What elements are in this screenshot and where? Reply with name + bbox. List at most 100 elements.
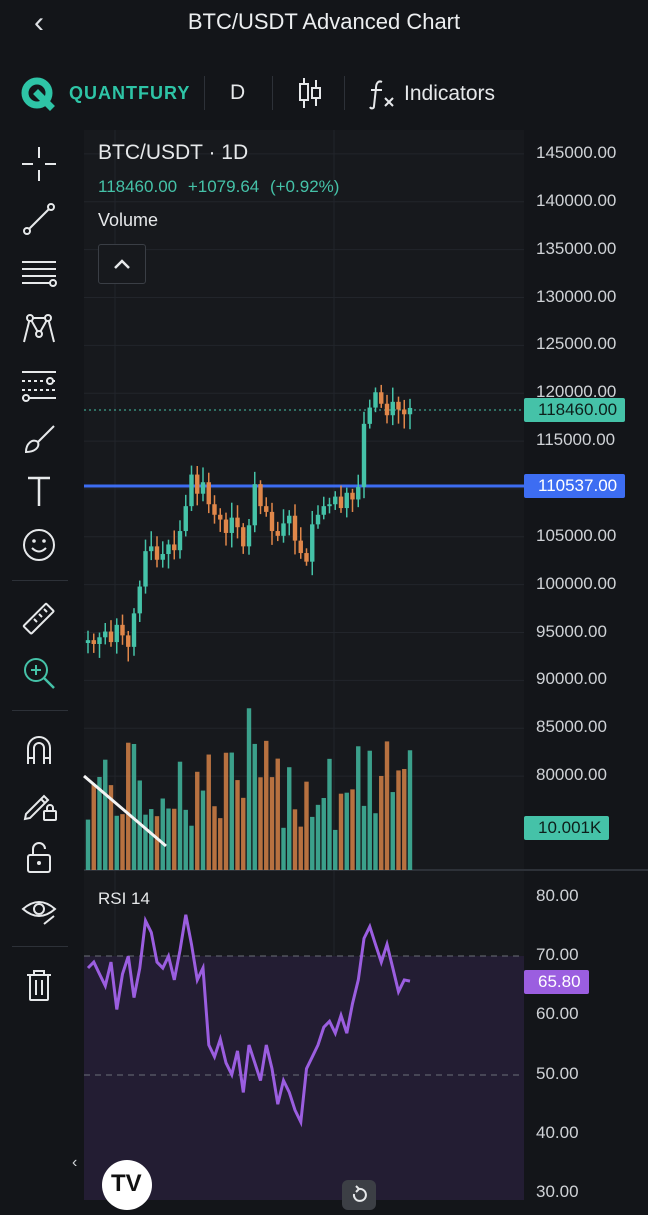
text-icon[interactable] — [20, 472, 58, 510]
price-tick-label: 100000.00 — [536, 573, 617, 593]
ruler-icon[interactable] — [20, 600, 58, 638]
volume-legend[interactable]: Volume — [98, 210, 159, 230]
chevron-left-small-icon[interactable]: ‹ — [72, 1154, 78, 1171]
candle-body — [292, 515, 298, 541]
volume-bar — [310, 816, 315, 870]
eye-icon[interactable] — [20, 892, 58, 930]
volume-bar — [304, 781, 309, 870]
zoom-in-icon[interactable] — [20, 654, 58, 692]
candle-body — [166, 544, 171, 555]
volume-bar — [367, 750, 372, 870]
candle-body — [258, 484, 263, 507]
volume-bar — [183, 809, 188, 870]
volume-bar — [315, 804, 321, 870]
candle-body — [310, 524, 315, 562]
price-tick-label: 130000.00 — [536, 286, 617, 306]
candle-body — [269, 511, 275, 532]
candle-body — [241, 527, 246, 547]
crosshair-icon[interactable] — [20, 145, 58, 183]
volume-bar — [212, 806, 217, 870]
rsi-tick-label: 70.00 — [536, 945, 579, 965]
volume-bar — [229, 752, 234, 870]
magnet-icon[interactable] — [20, 730, 58, 768]
candle-body — [143, 551, 148, 587]
prediction-icon[interactable] — [20, 364, 58, 402]
volume-bar — [327, 758, 332, 870]
candle-body — [390, 401, 395, 416]
rsi-legend[interactable]: RSI 14 — [98, 889, 150, 908]
interval-selector[interactable]: D — [230, 81, 246, 104]
candle-body — [264, 506, 269, 512]
pattern-icon[interactable] — [20, 310, 58, 348]
sidebar-divider — [12, 580, 68, 581]
volume-bar — [390, 792, 395, 870]
candle-body — [189, 474, 194, 507]
drawn-trend-line[interactable] — [83, 774, 167, 848]
candle-body — [361, 423, 367, 488]
candle-body — [212, 504, 217, 515]
brush-icon[interactable] — [20, 420, 58, 458]
trend-line-icon[interactable] — [20, 200, 58, 238]
symbol-legend[interactable]: BTC/USDT · 1D — [98, 141, 249, 164]
candle-body — [85, 640, 91, 644]
volume-bar — [218, 818, 223, 870]
candle-body — [120, 624, 125, 636]
volume-bar — [402, 768, 407, 870]
volume-bar — [333, 829, 338, 870]
volume-bar — [298, 826, 303, 870]
volume-bar — [120, 814, 125, 870]
volume-bar — [246, 708, 252, 870]
candle-body — [137, 586, 142, 614]
volume-bar — [131, 743, 137, 870]
candle-body — [333, 496, 338, 505]
price-tick-label: 80000.00 — [536, 765, 607, 785]
volume-bar — [91, 784, 96, 870]
chevron-up-icon — [114, 259, 130, 269]
candle-body — [252, 484, 257, 526]
sidebar-divider — [12, 946, 68, 947]
lock-drawing-icon[interactable] — [20, 784, 58, 822]
chart-toolbar: QUANTFURY D Indicators — [0, 66, 648, 122]
candle-body — [396, 401, 401, 410]
volume-bar — [223, 752, 229, 870]
candle-body — [338, 496, 344, 509]
rsi-tick-label: 40.00 — [536, 1122, 579, 1142]
volume-bar — [275, 758, 280, 870]
volume-bar — [154, 816, 160, 870]
volume-bar — [103, 759, 108, 870]
volume-bar — [264, 740, 269, 870]
price-tick-label: 105000.00 — [536, 525, 617, 545]
trash-icon[interactable] — [20, 966, 58, 1004]
drawing-toolbar — [0, 130, 80, 1200]
volume-bar — [177, 761, 183, 870]
toolbar-divider — [272, 76, 273, 110]
candle-body — [172, 544, 177, 551]
lock-icon[interactable] — [20, 838, 58, 876]
candles-icon[interactable] — [296, 76, 324, 110]
indicators-button[interactable]: Indicators — [404, 82, 496, 105]
reset-chart-button[interactable] — [342, 1180, 376, 1210]
fib-lines-icon[interactable] — [20, 254, 58, 292]
toolbar-divider — [344, 76, 345, 110]
chevron-left-icon[interactable]: ‹ — [34, 6, 44, 39]
tradingview-logo[interactable]: TV — [102, 1160, 152, 1210]
candle-body — [206, 482, 211, 505]
volume-bar — [195, 771, 200, 870]
last-price-value: 118460.00 — [98, 177, 178, 196]
candle-body — [350, 492, 355, 500]
fx-icon[interactable] — [368, 78, 396, 110]
emoji-icon[interactable] — [20, 526, 58, 564]
price-legend: 118460.00 +1079.64 (+0.92%) — [98, 177, 345, 197]
volume-bar — [241, 797, 246, 870]
candle-body — [103, 631, 108, 638]
collapse-legend-button[interactable] — [98, 244, 146, 284]
candle-body — [218, 514, 223, 520]
volume-bar — [287, 767, 292, 870]
volume-bar — [350, 789, 355, 870]
hline-price-tag: 110537.00 — [524, 474, 626, 498]
price-tick-label: 115000.00 — [536, 430, 616, 450]
volume-tag: 10.001K — [524, 816, 610, 840]
volume-bar — [373, 813, 378, 870]
volume-bar — [200, 790, 206, 870]
